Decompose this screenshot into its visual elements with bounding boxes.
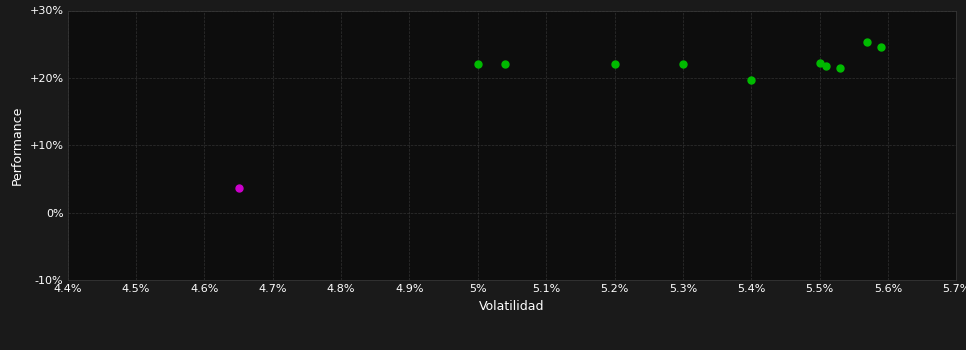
X-axis label: Volatilidad: Volatilidad [479,300,545,313]
Point [607,61,622,66]
Point [833,66,848,71]
Point [873,44,889,50]
Point [744,77,759,83]
Point [470,61,486,66]
Point [819,63,835,69]
Point [675,61,691,66]
Y-axis label: Performance: Performance [11,106,24,185]
Point [860,39,875,45]
Point [231,186,246,191]
Point [811,60,827,66]
Point [497,61,513,66]
